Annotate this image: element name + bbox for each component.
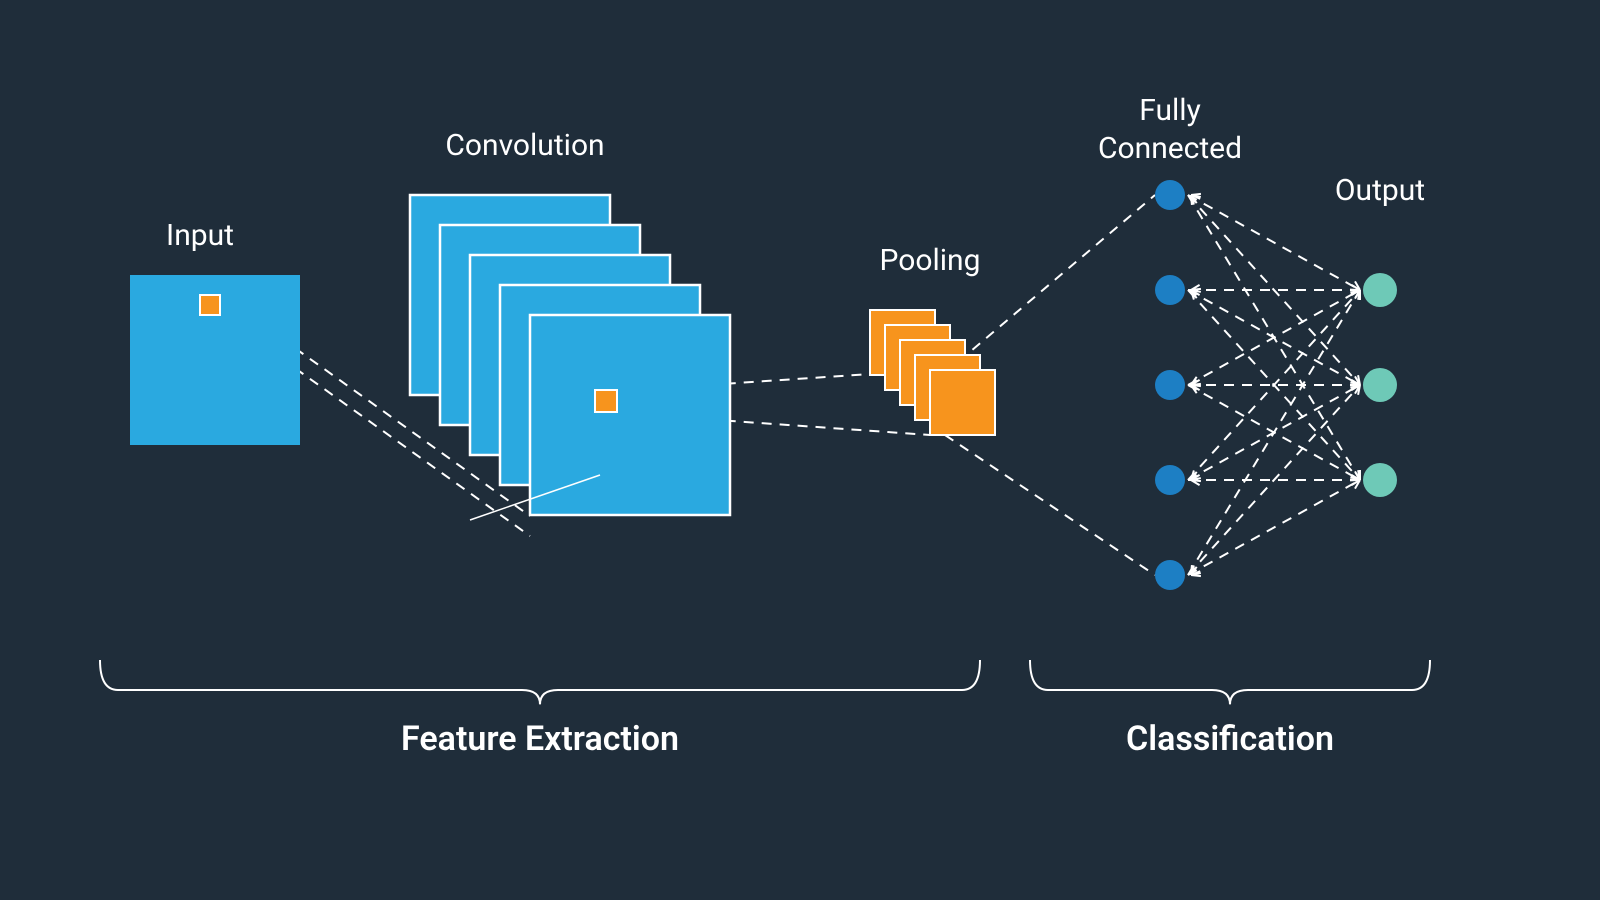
fc-node-1	[1155, 275, 1185, 305]
output-node-1	[1363, 368, 1397, 402]
label-output: Output	[1335, 173, 1425, 208]
label-input: Input	[166, 218, 234, 253]
background	[0, 0, 1600, 900]
fc-node-3	[1155, 465, 1185, 495]
output-node-2	[1363, 463, 1397, 497]
conv-kernel	[595, 390, 617, 412]
fc-node-2	[1155, 370, 1185, 400]
label-feature-extraction: Feature Extraction	[401, 719, 679, 759]
input-kernel	[200, 295, 220, 315]
label-fc-2: Connected	[1098, 131, 1242, 166]
fc-node-4	[1155, 560, 1185, 590]
conv-square-4	[530, 315, 730, 515]
label-classification: Classification	[1126, 719, 1334, 759]
label-convolution: Convolution	[445, 128, 604, 163]
label-fc-1: Fully	[1139, 93, 1201, 128]
label-pooling: Pooling	[880, 243, 981, 278]
cnn-diagram: Input Convolution Pooling FullyConnected Out…	[0, 0, 1600, 900]
pool-square-4	[930, 370, 995, 435]
output-node-0	[1363, 273, 1397, 307]
fc-node-0	[1155, 180, 1185, 210]
